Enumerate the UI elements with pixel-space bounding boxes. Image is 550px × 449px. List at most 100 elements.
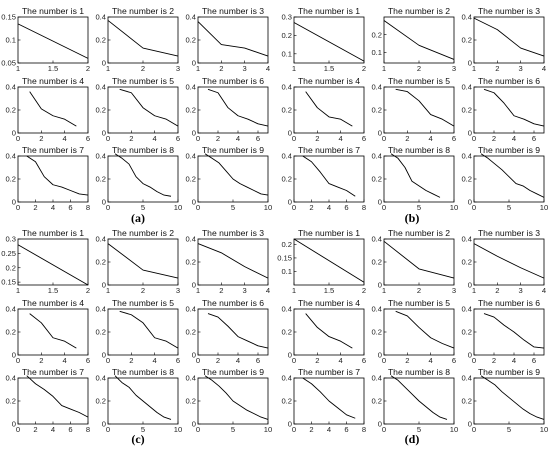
x-tick-label: 0 bbox=[472, 425, 476, 434]
y-tick-label: 0.2 bbox=[461, 106, 472, 115]
y-tick-label: 0.2 bbox=[461, 328, 472, 337]
x-tick-label: 4 bbox=[51, 425, 55, 434]
subplot-title: The number is 3 bbox=[202, 6, 264, 16]
subplot-title: The number is 5 bbox=[112, 76, 174, 86]
subplot: The number is 2 1 2 3 0 0.2 0.4 bbox=[95, 228, 180, 295]
x-tick-label: 4 bbox=[339, 134, 343, 143]
axes-frame bbox=[107, 308, 179, 356]
y-tick-label: 0.2 bbox=[461, 175, 472, 184]
y-tick-label: 0 bbox=[192, 351, 196, 360]
axes-frame bbox=[17, 86, 89, 134]
x-tick-label: 6 bbox=[86, 134, 90, 143]
x-tick-label: 6 bbox=[344, 425, 348, 434]
x-tick-label: 0 bbox=[292, 134, 296, 143]
x-tick-label: 4 bbox=[542, 286, 546, 295]
series-line bbox=[29, 313, 77, 349]
axes-frame bbox=[17, 308, 89, 356]
y-tick-label: 0 bbox=[12, 198, 16, 207]
x-tick-label: 2 bbox=[492, 356, 496, 365]
subplot: The number is 1 1 1.5 2 0.15 0.2 0.25 0.3 bbox=[1, 228, 90, 295]
y-tick-label: 0 bbox=[288, 420, 292, 429]
y-tick-label: 0.4 bbox=[461, 305, 472, 314]
series-line bbox=[483, 313, 545, 349]
x-tick-label: 2 bbox=[495, 286, 499, 295]
series-line bbox=[302, 155, 356, 197]
subplot-title: The number is 7 bbox=[298, 145, 360, 155]
subplot: The number is 9 0 5 10 0 0.2 0.4 bbox=[185, 145, 272, 212]
x-tick-label: 5 bbox=[141, 203, 145, 212]
series-line bbox=[114, 375, 172, 420]
series-line bbox=[305, 313, 353, 349]
x-tick-label: 3 bbox=[176, 64, 180, 73]
x-tick-label: 6 bbox=[452, 134, 456, 143]
series-line bbox=[483, 88, 545, 127]
y-tick-label: 0.2 bbox=[95, 328, 106, 337]
x-tick-label: 4 bbox=[236, 356, 240, 365]
x-tick-label: 4 bbox=[236, 134, 240, 143]
panel-label-c: (c) bbox=[131, 432, 144, 446]
series-line bbox=[305, 91, 353, 127]
axes-frame bbox=[17, 377, 89, 425]
x-tick-label: 8 bbox=[86, 425, 90, 434]
y-tick-label: 0.2 bbox=[371, 30, 382, 39]
series-line bbox=[197, 21, 269, 57]
y-tick-label: 0.4 bbox=[461, 374, 472, 383]
axes-frame bbox=[17, 155, 89, 203]
subplot-title: The number is 9 bbox=[478, 367, 540, 377]
x-tick-label: 1 bbox=[196, 286, 200, 295]
x-tick-label: 4 bbox=[63, 356, 67, 365]
y-tick-label: 0.1 bbox=[371, 48, 382, 57]
y-tick-label: 0 bbox=[378, 351, 382, 360]
x-tick-label: 3 bbox=[176, 286, 180, 295]
x-tick-label: 2 bbox=[39, 134, 43, 143]
y-tick-label: 0.4 bbox=[185, 152, 196, 161]
y-tick-label: 0.2 bbox=[95, 106, 106, 115]
y-tick-label: 0.1 bbox=[281, 49, 292, 58]
series-line bbox=[204, 153, 269, 196]
x-tick-label: 4 bbox=[153, 356, 157, 365]
x-tick-label: 0 bbox=[16, 134, 20, 143]
axes-frame bbox=[293, 308, 365, 356]
subplot-title: The number is 2 bbox=[388, 6, 450, 16]
subplot: The number is 3 1 2 3 4 0 0.2 0.4 bbox=[461, 6, 546, 73]
y-tick-label: 0 bbox=[192, 281, 196, 290]
x-tick-label: 10 bbox=[450, 425, 458, 434]
x-tick-label: 2 bbox=[39, 356, 43, 365]
subplot-title: The number is 6 bbox=[478, 76, 540, 86]
subplot: The number is 1 1 1.5 2 0.05 0.1 0.15 bbox=[1, 6, 90, 73]
y-tick-label: 0.2 bbox=[5, 397, 16, 406]
subplot: The number is 7 0 2 4 6 8 0 0.2 0.4 bbox=[281, 367, 366, 434]
y-tick-label: 0.2 bbox=[185, 397, 196, 406]
x-tick-label: 2 bbox=[492, 134, 496, 143]
subplot: The number is 5 0 2 4 6 0 0.2 0.4 bbox=[371, 298, 456, 365]
y-tick-label: 0 bbox=[102, 351, 106, 360]
subplot: The number is 4 0 2 4 6 0 0.2 0.4 bbox=[5, 298, 90, 365]
series-line bbox=[197, 243, 269, 279]
x-tick-label: 1 bbox=[16, 286, 20, 295]
y-tick-label: 0.2 bbox=[95, 258, 106, 267]
y-tick-label: 0.2 bbox=[461, 258, 472, 267]
axes-frame bbox=[293, 86, 365, 134]
x-tick-label: 3 bbox=[243, 64, 247, 73]
y-tick-label: 0 bbox=[102, 420, 106, 429]
x-tick-label: 1 bbox=[16, 64, 20, 73]
y-tick-label: 0.05 bbox=[1, 59, 16, 68]
subplot-title: The number is 4 bbox=[22, 76, 84, 86]
y-tick-label: 0.2 bbox=[371, 175, 382, 184]
axes-frame bbox=[383, 238, 455, 286]
x-tick-label: 6 bbox=[68, 203, 72, 212]
series-line bbox=[473, 17, 545, 57]
x-tick-label: 8 bbox=[86, 203, 90, 212]
subplot-title: The number is 4 bbox=[22, 298, 84, 308]
axes-frame bbox=[197, 238, 269, 286]
x-tick-label: 8 bbox=[362, 425, 366, 434]
x-tick-label: 5 bbox=[507, 425, 511, 434]
y-tick-label: 0.2 bbox=[5, 328, 16, 337]
subplot-title: The number is 7 bbox=[22, 145, 84, 155]
x-tick-label: 0 bbox=[472, 356, 476, 365]
subplot-title: The number is 6 bbox=[202, 76, 264, 86]
subplot-title: The number is 9 bbox=[202, 145, 264, 155]
y-tick-label: 0.2 bbox=[461, 397, 472, 406]
subplot: The number is 8 0 5 10 0 0.2 0.4 bbox=[371, 367, 458, 434]
x-tick-label: 4 bbox=[339, 356, 343, 365]
